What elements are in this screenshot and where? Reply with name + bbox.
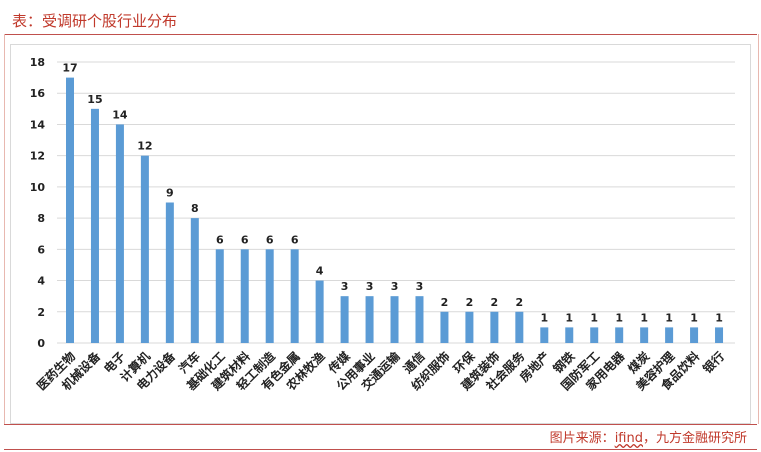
y-tick-label: 12 [30,150,45,163]
y-tick-label: 6 [37,243,45,256]
bar [90,108,99,343]
data-label: 1 [690,311,698,324]
data-label: 1 [590,311,598,324]
bar [365,296,374,343]
y-tick-label: 14 [30,118,46,131]
source-accent: ifind [614,431,643,446]
bar [440,311,449,343]
data-label: 6 [266,233,274,246]
bar [590,327,599,343]
bar [290,249,299,343]
bar [515,311,524,343]
bar [665,327,674,343]
data-label: 6 [291,233,299,246]
data-label: 1 [640,311,648,324]
source-prefix: 图片来源： [549,431,615,446]
data-label: 1 [565,311,573,324]
data-label: 3 [416,280,424,293]
data-label: 2 [491,296,499,309]
data-label: 14 [112,108,128,121]
data-label: 4 [316,265,324,278]
data-label: 1 [715,311,723,324]
data-label: 6 [241,233,249,246]
data-label: 9 [166,187,174,200]
y-tick-label: 18 [30,56,45,69]
data-label: 6 [216,233,224,246]
y-tick-label: 16 [30,87,46,100]
data-label: 8 [191,202,199,215]
bar [465,311,474,343]
data-label: 1 [615,311,623,324]
data-label: 3 [391,280,399,293]
data-label: 17 [62,62,77,75]
bar [540,327,549,343]
source-note: 图片来源：ifind，九方金融研究所 [550,427,747,446]
data-label: 3 [341,280,349,293]
bar [215,249,224,343]
bar [490,311,499,343]
bar [715,327,724,343]
bar [115,124,124,343]
bar [640,327,649,343]
bar [240,249,249,343]
data-label: 1 [665,311,673,324]
data-label: 3 [366,280,374,293]
chart-area [10,44,751,424]
y-tick-label: 4 [37,275,45,288]
bar [340,296,349,343]
content-frame [4,34,759,424]
y-tick-label: 0 [37,337,45,350]
bar [315,280,324,343]
bar [690,327,699,343]
footer: 图片来源：ifind，九方金融研究所 [4,424,757,450]
bar [565,327,574,343]
bar [615,327,624,343]
data-label: 2 [516,296,524,309]
source-suffix: ，九方金融研究所 [642,431,747,446]
page-title: 表：受调研个股行业分布 [12,12,178,30]
bar [190,218,199,343]
x-tick-label: 银行 [700,349,728,377]
y-tick-label: 2 [37,306,45,319]
data-label: 2 [466,296,474,309]
bar [415,296,424,343]
bar [165,202,174,343]
data-label: 2 [441,296,449,309]
bar [390,296,399,343]
bar [140,155,149,343]
y-tick-label: 8 [37,212,45,225]
bar [66,77,74,343]
y-tick-label: 10 [30,181,46,194]
data-label: 12 [137,140,152,153]
bar [265,249,274,343]
data-label: 15 [87,93,102,106]
title-bar: 表：受调研个股行业分布 [4,4,757,35]
data-label: 1 [540,311,548,324]
